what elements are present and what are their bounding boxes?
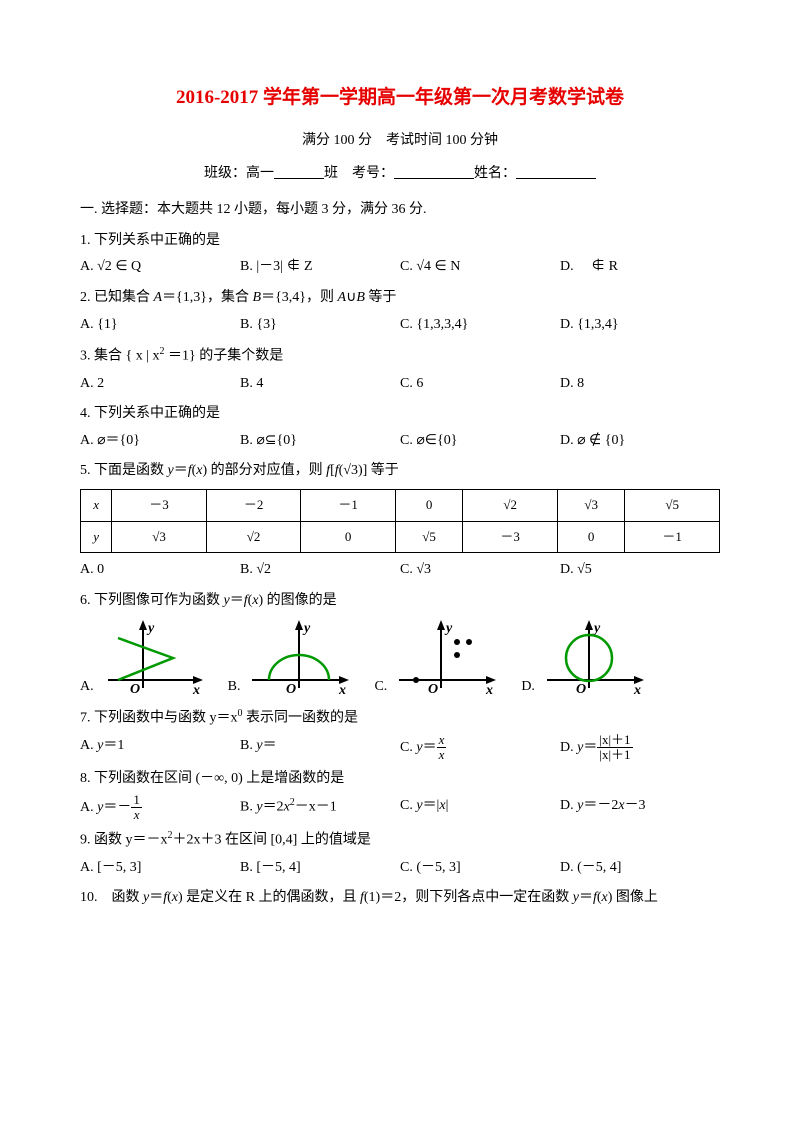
subtitle: 满分 100 分 考试时间 100 分钟 — [80, 128, 720, 155]
q2-opt-d: D. {1,3,4} — [560, 312, 720, 339]
svg-text:y: y — [444, 621, 453, 636]
q7-stem: 7. 下列函数中与函数 y＝x0 表示同一函数的是 — [80, 704, 720, 732]
graph-d-svg: y x O — [539, 620, 649, 700]
q9-opt-b: B. [－5, 4] — [240, 855, 400, 882]
q3-opt-d: D. 8 — [560, 371, 720, 398]
q6-graph-d: D. y x O — [521, 620, 649, 700]
class-blank[interactable] — [274, 177, 324, 179]
q3: 3. 集合 { x | x2 ＝1} 的子集个数是 A. 2 B. 4 C. 6… — [80, 342, 720, 397]
q2-stem: 2. 已知集合 A＝{1,3}，集合 B＝{3,4}，则 A∪B 等于 — [80, 285, 720, 312]
q3-opt-a: A. 2 — [80, 371, 240, 398]
q9-opt-a: A. [－5, 3] — [80, 855, 240, 882]
q1-opt-c: C. √4 ∈ N — [400, 254, 560, 281]
q2: 2. 已知集合 A＝{1,3}，集合 B＝{3,4}，则 A∪B 等于 A. {… — [80, 285, 720, 338]
q7-opt-d: D. y＝|x|＋1|x|＋1 — [560, 733, 720, 763]
info-name-label: 姓名： — [474, 166, 516, 181]
q5-opt-b: B. √2 — [240, 557, 400, 584]
graph-a-svg: y x O — [98, 620, 208, 700]
q4-opt-a: A. ⌀＝{0} — [80, 428, 240, 455]
q6-stem: 6. 下列图像可作为函数 y＝f(x) 的图像的是 — [80, 588, 720, 615]
q1: 1. 下列关系中正确的是 A. √2 ∈ Q B. |－3| ∉ Z C. √4… — [80, 228, 720, 281]
q6-graph-b: B. y x O — [228, 620, 355, 700]
q8: 8. 下列函数在区间 (－∞, 0) 上是增函数的是 A. y＝－1x B. y… — [80, 766, 720, 822]
q9-stem: 9. 函数 y＝－x2＋2x＋3 在区间 [0,4] 上的值域是 — [80, 826, 720, 854]
q3-opt-b: B. 4 — [240, 371, 400, 398]
q9: 9. 函数 y＝－x2＋2x＋3 在区间 [0,4] 上的值域是 A. [－5,… — [80, 826, 720, 881]
svg-text:y: y — [592, 621, 601, 636]
q8-stem: 8. 下列函数在区间 (－∞, 0) 上是增函数的是 — [80, 766, 720, 793]
q6-graph-a: A. y x O — [80, 620, 208, 700]
q7-opt-a: A. y＝1 — [80, 733, 240, 763]
name-blank[interactable] — [516, 177, 596, 179]
svg-text:x: x — [633, 683, 641, 698]
q8-opt-c: C. y＝|x| — [400, 793, 560, 823]
q2-opt-b: B. {3} — [240, 312, 400, 339]
section-header: 一. 选择题：本大题共 12 小题，每小题 3 分，满分 36 分. — [80, 197, 720, 224]
svg-text:O: O — [130, 682, 140, 697]
q4-opt-d: D. ⌀ ∉ {0} — [560, 428, 720, 455]
info-class-suffix: 班 考号： — [324, 166, 394, 181]
q1-opt-a: A. √2 ∈ Q — [80, 254, 240, 281]
q2-opt-a: A. {1} — [80, 312, 240, 339]
q4: 4. 下列关系中正确的是 A. ⌀＝{0} B. ⌀⊆{0} C. ⌀∈{0} … — [80, 401, 720, 454]
q8-opt-d: D. y＝－2x－3 — [560, 793, 720, 823]
svg-text:O: O — [428, 682, 438, 697]
svg-text:O: O — [286, 682, 296, 697]
q5-opt-d: D. √5 — [560, 557, 720, 584]
q5-opt-c: C. √3 — [400, 557, 560, 584]
q9-opt-c: C. (－5, 3] — [400, 855, 560, 882]
svg-text:y: y — [146, 621, 155, 636]
q5: 5. 下面是函数 y＝f(x) 的部分对应值，则 f[f(√3)] 等于 x －… — [80, 458, 720, 584]
q3-stem: 3. 集合 { x | x2 ＝1} 的子集个数是 — [80, 342, 720, 370]
q7: 7. 下列函数中与函数 y＝x0 表示同一函数的是 A. y＝1 B. y＝ C… — [80, 704, 720, 762]
q8-opt-a: A. y＝－1x — [80, 793, 240, 823]
q10: 10. 函数 y＝f(x) 是定义在 R 上的偶函数，且 f(1)＝2，则下列各… — [80, 885, 720, 912]
info-prefix: 班级：高一 — [204, 166, 274, 181]
graph-b-svg: y x O — [244, 620, 354, 700]
q4-opt-c: C. ⌀∈{0} — [400, 428, 560, 455]
q1-stem: 1. 下列关系中正确的是 — [80, 228, 720, 255]
q7-opt-c: C. y＝xx — [400, 733, 560, 763]
svg-text:x: x — [338, 683, 346, 698]
svg-text:y: y — [302, 621, 311, 636]
q5-opt-a: A. 0 — [80, 557, 240, 584]
q4-stem: 4. 下列关系中正确的是 — [80, 401, 720, 428]
page-title: 2016-2017 学年第一学期高一年级第一次月考数学试卷 — [80, 80, 720, 116]
q7-opt-b: B. y＝ — [240, 733, 400, 763]
q5-stem: 5. 下面是函数 y＝f(x) 的部分对应值，则 f[f(√3)] 等于 — [80, 458, 720, 485]
q9-opt-d: D. (－5, 4] — [560, 855, 720, 882]
q3-opt-c: C. 6 — [400, 371, 560, 398]
examno-blank[interactable] — [394, 177, 474, 179]
svg-text:O: O — [576, 682, 586, 697]
q2-opt-c: C. {1,3,3,4} — [400, 312, 560, 339]
q5-table: x －3 －2 －1 0 √2 √3 √5 y √3 √2 0 √5 －3 0 … — [80, 489, 720, 553]
q1-opt-d: D. ∉ R — [560, 254, 720, 281]
q5-h-x: x — [81, 489, 112, 521]
q1-opt-b: B. |－3| ∉ Z — [240, 254, 400, 281]
q6: 6. 下列图像可作为函数 y＝f(x) 的图像的是 A. y x O B. — [80, 588, 720, 701]
svg-text:x: x — [485, 683, 493, 698]
graph-c-svg: y x O — [391, 620, 501, 700]
q5-h-y: y — [81, 521, 112, 553]
q8-opt-b: B. y＝2x2－x－1 — [240, 793, 400, 823]
student-info: 班级：高一 班 考号： 姓名： — [80, 161, 720, 188]
q4-opt-b: B. ⌀⊆{0} — [240, 428, 400, 455]
q10-stem: 10. 函数 y＝f(x) 是定义在 R 上的偶函数，且 f(1)＝2，则下列各… — [80, 885, 720, 912]
svg-text:x: x — [192, 683, 200, 698]
q6-graph-c: C. y x O — [374, 620, 501, 700]
